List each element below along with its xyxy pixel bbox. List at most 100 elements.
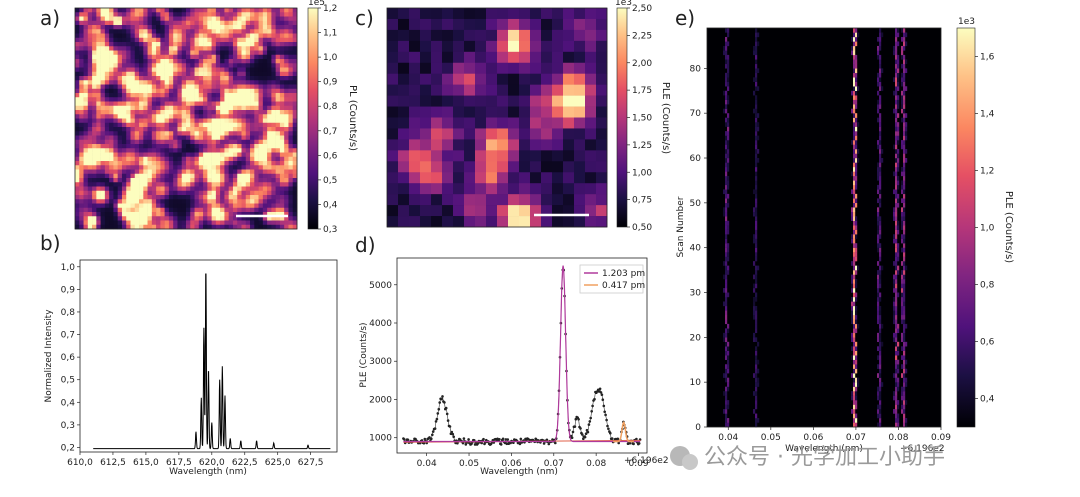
- panel-e-pixel: [855, 296, 858, 302]
- panel-a-pixel: [143, 20, 148, 26]
- panel-a-pixel: [168, 195, 174, 200]
- panel-e-pixel: [901, 292, 904, 298]
- panel-a-pixel: [224, 127, 229, 132]
- panel-c-pixel: [541, 128, 553, 140]
- panel-a-pixel: [262, 161, 268, 166]
- panel-a-pixel: [130, 8, 136, 13]
- panel-a-pixel: [173, 50, 178, 56]
- panel-a-pixel: [220, 12, 225, 17]
- panel-a-pixel: [177, 182, 183, 187]
- panel-a-pixel: [198, 12, 204, 17]
- panel-a-pixel: [271, 173, 276, 179]
- panel-a-pixel: [211, 135, 217, 141]
- panel-e-pixel: [877, 274, 880, 280]
- panel-e-pixel: [853, 59, 856, 65]
- panel-e-pixel: [905, 32, 908, 38]
- panel-c-pixel: [596, 117, 608, 129]
- panel-a-pixel: [156, 105, 161, 111]
- panel-a-pixel: [156, 42, 161, 47]
- panel-a-colorbar-tick-label: 1,2: [323, 4, 337, 14]
- panel-a-pixel: [228, 76, 234, 81]
- panel-a-pixel: [228, 186, 234, 192]
- panel-a-pixel: [139, 118, 144, 124]
- panel-c-pixel: [530, 205, 542, 217]
- panel-e-pixel: [853, 368, 856, 374]
- panel-e-pixel: [877, 422, 880, 428]
- panel-a-pixel: [79, 144, 84, 149]
- panel-a-pixel: [100, 54, 106, 60]
- panel-e-pixel: [727, 122, 730, 127]
- panel-a-pixel: [186, 50, 191, 56]
- panel-a-pixel: [215, 152, 221, 158]
- panel-a-pixel: [181, 186, 187, 192]
- panel-e-pixel: [853, 323, 856, 329]
- panel-e-pixel: [879, 77, 882, 82]
- panel-a-pixel: [160, 139, 165, 145]
- panel-a-pixel: [156, 148, 161, 153]
- panel-a-pixel: [96, 88, 101, 94]
- panel-a-pixel: [160, 63, 165, 68]
- panel-c-pixel: [464, 117, 476, 129]
- panel-c-pixel: [387, 139, 399, 151]
- panel-a-pixel: [267, 139, 272, 145]
- panel-a-pixel: [92, 118, 97, 124]
- panel-e-pixel: [903, 216, 906, 221]
- panel-e-pixel: [895, 395, 898, 401]
- panel-e-pixel: [857, 265, 860, 271]
- panel-a-pixel: [198, 135, 204, 141]
- panel-a-pixel: [228, 80, 234, 85]
- panel-a-pixel: [275, 16, 281, 22]
- panel-e-pixel: [903, 341, 906, 347]
- panel-a-pixel: [288, 199, 294, 204]
- panel-e-pixel: [755, 202, 758, 208]
- panel-e-pixel: [879, 341, 882, 347]
- panel-a-pixel: [194, 46, 200, 51]
- panel-a-pixel: [92, 148, 97, 153]
- panel-e-pixel: [901, 332, 904, 338]
- panel-e-pixel: [725, 386, 728, 392]
- panel-a-pixel: [220, 152, 225, 158]
- panel-c-pixel: [596, 183, 608, 195]
- panel-a-pixel: [224, 165, 229, 170]
- panel-e-pixel: [903, 180, 906, 186]
- panel-a-pixel: [79, 224, 84, 230]
- panel-c-pixel: [409, 139, 421, 151]
- panel-a-pixel: [207, 161, 212, 166]
- panel-a-pixel: [79, 131, 84, 136]
- panel-a-pixel: [130, 80, 136, 85]
- panel-e-pixel: [855, 158, 858, 163]
- panel-a-pixel: [292, 50, 298, 56]
- panel-a-pixel: [254, 148, 259, 153]
- panel-a-pixel: [284, 114, 289, 119]
- panel-a-pixel: [215, 12, 221, 17]
- panel-a-pixel: [275, 220, 281, 226]
- panel-a-pixel: [211, 33, 217, 39]
- panel-a-pixel: [126, 144, 131, 149]
- panel-e-pixel: [853, 211, 856, 217]
- panel-a-pixel: [271, 97, 276, 102]
- panel-a-pixel: [75, 118, 80, 124]
- panel-c-pixel: [585, 150, 597, 162]
- panel-a-pixel: [75, 161, 80, 166]
- panel-a-pixel: [198, 105, 204, 111]
- panel-a-pixel: [279, 139, 285, 145]
- panel-e-pixel: [727, 77, 730, 82]
- panel-a-pixel: [134, 42, 140, 47]
- panel-e-pixel: [903, 243, 906, 248]
- panel-c-pixel: [398, 84, 410, 96]
- panel-a-pixel: [288, 186, 294, 192]
- panel-a-pixel: [147, 169, 153, 175]
- panel-a-pixel: [126, 186, 131, 192]
- panel-a-pixel: [275, 101, 281, 107]
- panel-a-pixel: [288, 54, 294, 60]
- panel-e-scan-map: 0.04 0.05 0.06 0.07 0.08 0.090102030405060708…: [676, 27, 951, 454]
- panel-a-pixel: [160, 16, 165, 22]
- panel-e-pixel: [895, 341, 898, 347]
- panel-c-pixel: [541, 172, 553, 184]
- panel-a-pixel: [194, 139, 200, 145]
- panel-c-pixel: [552, 139, 564, 151]
- panel-a-pixel: [224, 16, 229, 22]
- panel-c-pixel: [552, 51, 564, 64]
- panel-e-pixel: [855, 77, 858, 82]
- panel-a-pixel: [203, 122, 208, 128]
